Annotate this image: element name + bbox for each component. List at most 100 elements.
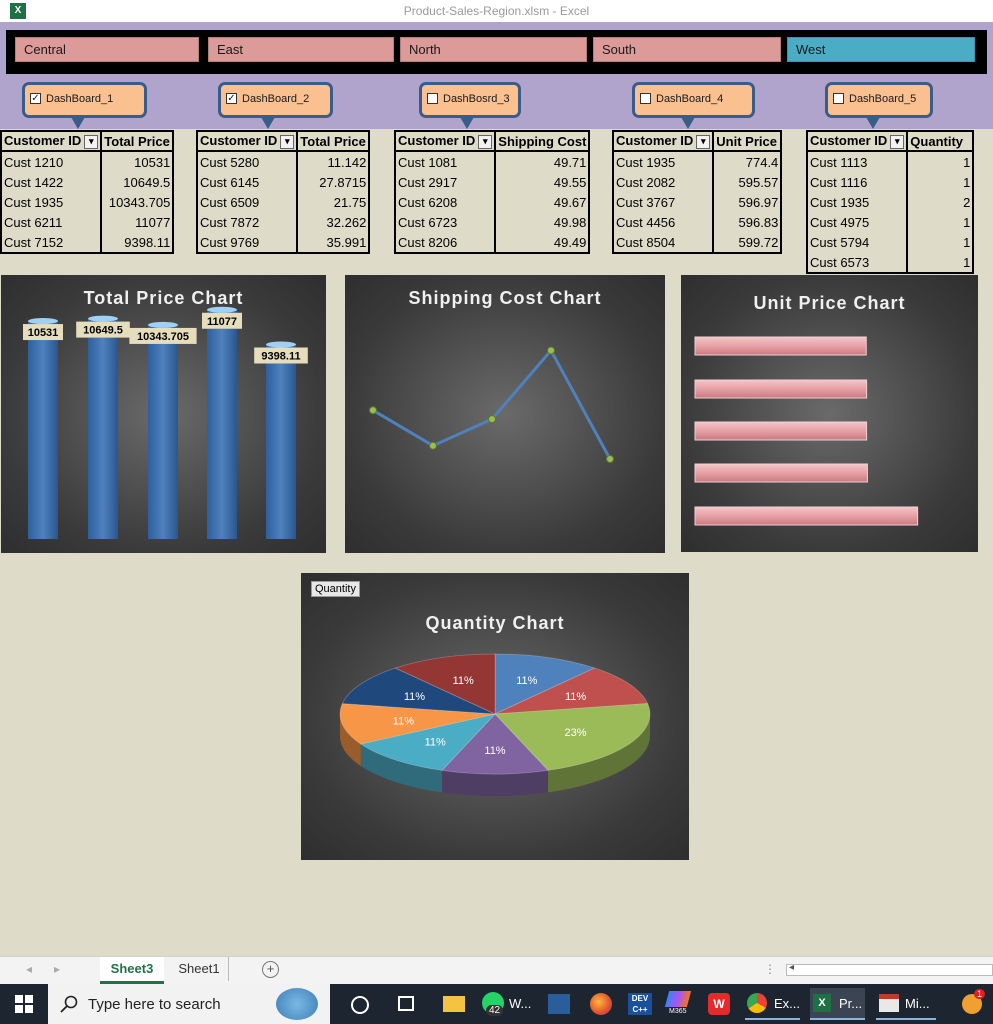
slicer-item-south[interactable]: South: [593, 37, 781, 62]
bar: [207, 309, 237, 539]
excel-icon: X: [10, 3, 26, 19]
bar-cap: [207, 306, 237, 313]
data-point: [429, 441, 437, 450]
pie-slice: [494, 667, 649, 715]
data-label-box: [76, 321, 130, 338]
pie-data-label: 11%: [484, 745, 505, 757]
data-label: 10649.5: [83, 325, 123, 337]
pie-data-label: 11%: [516, 675, 537, 687]
notification-badge: 42: [486, 1005, 504, 1016]
task-view-icon[interactable]: [351, 996, 369, 1014]
scroll-left-icon[interactable]: ◂: [26, 962, 33, 976]
table-row: Cust 1935 2: [805, 192, 975, 212]
table-row: Cust 9769 35.991: [195, 232, 371, 254]
tab-sheet3[interactable]: Sheet3: [100, 957, 164, 984]
dashboard-2-checkbox[interactable]: ✓ DashBoard_2: [218, 82, 333, 129]
pie-data-label: 11%: [404, 691, 425, 703]
taskbar-search-box[interactable]: Type here to search: [48, 984, 330, 1024]
search-highlight-icon: [276, 988, 318, 1020]
table-row: Cust 7872 32.262: [195, 212, 371, 232]
pie-data-label: 23%: [565, 727, 587, 739]
pie-slice: [341, 667, 496, 715]
scroll-left-arrow-icon[interactable]: ◂: [789, 962, 795, 973]
slicer-item-central[interactable]: Central: [15, 37, 199, 62]
bar-cap: [28, 318, 58, 325]
table-row: Cust 3767 596.97: [611, 192, 783, 212]
data-point: [606, 455, 614, 463]
add-sheet-icon[interactable]: +: [262, 961, 279, 978]
weather-icon[interactable]: 1: [962, 989, 986, 1014]
checkbox-unchecked-icon: [640, 93, 651, 104]
horizontal-scrollbar[interactable]: ◂: [786, 962, 993, 976]
slicer-item-east[interactable]: East: [208, 37, 394, 62]
data-label: 9398.11: [261, 351, 300, 363]
taskbar-app-misc[interactable]: Mi...: [876, 988, 936, 1020]
taskbar-app-chrome[interactable]: Ex...: [745, 988, 800, 1020]
chart-title: Shipping Cost Chart: [408, 288, 602, 308]
quantity-chart[interactable]: Quantity Quantity Chart 11% 11% 23% 11% 11% 1…: [301, 573, 689, 860]
pie-data-label: 11%: [425, 737, 446, 749]
checkbox-checked-icon: ✓: [30, 93, 41, 104]
filter-dropdown-icon[interactable]: ▾: [280, 134, 295, 149]
data-label: 11077: [207, 316, 237, 328]
table-row: Cust 1935 10343.705: [0, 192, 175, 212]
search-placeholder: Type here to search: [88, 996, 221, 1013]
shipping-cost-chart[interactable]: Shipping Cost Chart: [345, 275, 665, 553]
table-row: Cust 1116 1: [805, 172, 975, 192]
filter-dropdown-icon[interactable]: ▾: [478, 134, 493, 149]
slicer-item-north[interactable]: North: [400, 37, 587, 62]
title-bar: X Product-Sales-Region.xlsm - Excel: [0, 0, 993, 22]
sql-tool-icon[interactable]: [548, 994, 570, 1014]
quantity-table: Customer ID ▾ Quantity Cust 1113 1 Cust 11…: [805, 130, 975, 274]
shipping-cost-table: Customer ID ▾ Shipping Cost Cust 1081 49.7…: [393, 130, 591, 254]
windows-start-icon[interactable]: [15, 995, 33, 1013]
pie-data-label: 11%: [393, 715, 414, 727]
table-row: Cust 8206 49.49: [393, 232, 591, 254]
filter-dropdown-icon[interactable]: ▾: [84, 134, 99, 149]
table-row: Cust 7152 9398.11: [0, 232, 175, 254]
total-price-table-1: Customer ID ▾ Total Price Cust 1210 10531 …: [0, 130, 175, 254]
search-icon: [60, 995, 78, 1013]
table-row: Cust 4456 596.83: [611, 212, 783, 232]
total-price-table-2: Customer ID ▾ Total Price Cust 5280 11.142…: [195, 130, 371, 254]
taskbar-app-whatsapp[interactable]: 42 W...: [480, 988, 531, 1020]
series-line: [372, 347, 612, 460]
dashboard-1-checkbox[interactable]: ✓ DashBoard_1: [22, 82, 147, 129]
bar-cap: [148, 321, 178, 328]
data-label-box: [254, 347, 308, 364]
widgets-icon[interactable]: [398, 996, 414, 1011]
data-point: [369, 406, 377, 415]
pie-slice: [494, 703, 651, 771]
table-row: Cust 4975 1: [805, 212, 975, 232]
dashboard-3-checkbox[interactable]: DashBosrd_3: [419, 82, 521, 129]
table-row: Cust 2917 49.55: [393, 172, 591, 192]
data-label: 10343.705: [137, 331, 189, 343]
table-row: Cust 6145 27.8715: [195, 172, 371, 192]
unit-price-chart[interactable]: Unit Price Chart: [681, 275, 978, 552]
scroll-right-icon[interactable]: ▸: [54, 962, 61, 976]
tab-sheet1[interactable]: Sheet1: [170, 957, 229, 981]
file-explorer-icon[interactable]: [443, 996, 465, 1012]
splitter-icon[interactable]: ⋮: [764, 962, 776, 976]
table-row: Cust 8504 599.72: [611, 232, 783, 254]
pie-slice-side: [360, 744, 442, 793]
m365-icon[interactable]: M365: [664, 991, 693, 1017]
table-row: Cust 1081 49.71: [393, 151, 591, 172]
dashboard-5-checkbox[interactable]: DashBoard_5: [825, 82, 933, 129]
wps-office-icon[interactable]: W: [708, 993, 730, 1015]
bar: [266, 344, 296, 539]
dashboard-4-checkbox[interactable]: DashBoard_4: [632, 82, 755, 129]
unit-price-plot: [694, 336, 919, 526]
quantity-field-button[interactable]: Quantity: [311, 581, 360, 597]
table-row: Cust 1935 774.4: [611, 151, 783, 172]
firefox-icon[interactable]: [590, 993, 612, 1015]
filter-dropdown-icon[interactable]: ▾: [696, 134, 711, 149]
total-price-chart[interactable]: Total Price Chart 10531 10649.5 10343.705 1…: [1, 275, 326, 553]
devc-icon[interactable]: DEV C++: [628, 993, 652, 1015]
slicer-item-west[interactable]: West: [787, 37, 975, 62]
bar: [694, 506, 919, 526]
filter-active-icon[interactable]: ▾: [890, 134, 905, 149]
excel-icon: X: [813, 994, 831, 1012]
taskbar-app-excel[interactable]: X Pr...: [810, 988, 865, 1020]
sheet-tabs-bar: ◂ ▸ Sheet3 Sheet1 + ⋮ ◂: [0, 956, 993, 984]
